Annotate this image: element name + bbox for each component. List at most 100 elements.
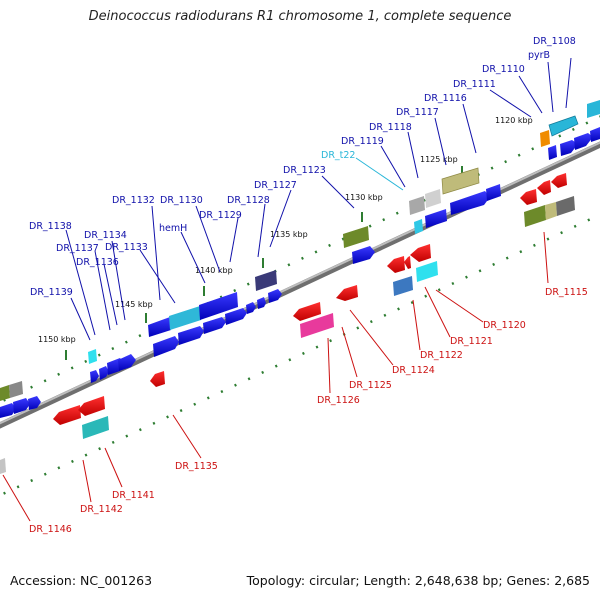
gene-arrow [28, 396, 41, 410]
gene-arrow [293, 302, 321, 321]
kbp-marker: 1125 kbp [420, 155, 458, 164]
gene-label: DR_1127 [254, 180, 297, 191]
gene-arrow [486, 184, 501, 201]
forward-gene-labels: DR_1108 pyrB DR_1110 DR_1111 DR_1116 DR_… [29, 36, 576, 298]
kbp-marker: 1135 kbp [270, 230, 308, 239]
gene-arrow [178, 326, 204, 345]
forward-genes [0, 100, 600, 418]
gene-label: DR_1128 [227, 195, 270, 206]
gene-arrow [414, 219, 423, 234]
gene-arrow [255, 270, 277, 291]
gene-label: DR_1117 [396, 107, 439, 118]
kbp-marker: 1145 kbp [115, 300, 153, 309]
kbp-marker: 1120 kbp [495, 116, 533, 125]
gene-arrow [336, 285, 358, 301]
gene-label: DR_1129 [199, 210, 242, 221]
gene-arrow [78, 396, 105, 416]
gene-arrow [425, 189, 441, 208]
gene-arrow [410, 244, 431, 262]
gene-arrow [169, 306, 201, 330]
gene-arrow [551, 173, 567, 188]
gene-label: DR_1138 [29, 221, 72, 232]
gene-arrow [0, 385, 10, 401]
gene-arrow [268, 289, 282, 303]
gene-arrow [587, 100, 600, 118]
gene-label: DR_1122 [420, 350, 463, 361]
gene-label: hemH [159, 223, 187, 234]
gene-arrow [450, 191, 490, 215]
gene-arrow [416, 261, 438, 282]
gene-label: DR_1115 [545, 287, 588, 298]
gene-arrow [520, 189, 537, 205]
gene-label: DR_1126 [317, 395, 360, 406]
gene-label: DR_1146 [29, 524, 72, 535]
rna-leader-line [355, 157, 404, 191]
gene-arrow [225, 308, 247, 325]
gene-label: DR_1108 [533, 36, 576, 47]
scale-track-inner [0, 213, 600, 497]
reverse-leader-lines [2, 231, 549, 522]
gene-arrow [203, 317, 226, 334]
gene-label: DR_1110 [482, 64, 525, 75]
gene-label: DR_1136 [76, 257, 119, 268]
gene-label: DR_1141 [112, 490, 155, 501]
gene-arrow [0, 458, 6, 474]
gene-arrow [13, 398, 30, 414]
gene-label: DR_1119 [341, 136, 384, 147]
kbp-markers: 1120 kbp 1125 kbp 1130 kbp 1135 kbp 1140… [38, 116, 560, 360]
gene-arrow [150, 371, 165, 387]
gene-arrow [387, 256, 405, 273]
gene-arrow [148, 317, 171, 337]
gene-arrow [82, 416, 109, 439]
gene-arrow [9, 381, 23, 398]
gene-arrow [540, 130, 550, 147]
gene-arrow [246, 302, 256, 314]
gene-arrow [53, 405, 81, 425]
gene-arrow [441, 167, 480, 195]
gene-label: DR_1125 [349, 380, 392, 391]
gene-arrow [404, 256, 411, 269]
gene-arrow [199, 292, 238, 320]
gene-label: DR_1118 [369, 122, 412, 133]
gene-arrow [548, 145, 557, 160]
gene-label: DR_1123 [283, 165, 326, 176]
forward-leader-lines [65, 57, 572, 341]
gene-arrow [425, 209, 447, 228]
gene-arrow [352, 246, 375, 264]
gene-label: DR_1134 [84, 230, 127, 241]
gene-arrow [393, 276, 413, 296]
gene-label: DR_1124 [392, 365, 435, 376]
gene-arrow [537, 180, 551, 195]
chromosome-backbone [0, 141, 600, 429]
gene-label: DR_1133 [105, 242, 148, 253]
gene-label: DR_1135 [175, 461, 218, 472]
gene-arrow [548, 115, 579, 137]
gene-arrow [343, 226, 369, 248]
genome-summary-text: Topology: circular; Length: 2,648,638 bp… [246, 573, 590, 588]
gene-label: DR_t22 [321, 150, 355, 161]
gene-label: DR_1111 [453, 79, 496, 90]
gene-arrow [560, 140, 578, 156]
gene-label: DR_1120 [483, 320, 526, 331]
gene-label: DR_1121 [450, 336, 493, 347]
gene-label: DR_1132 [112, 195, 155, 206]
kbp-marker: 1140 kbp [195, 266, 233, 275]
map-title: Deinococcus radiodurans R1 chromosome 1,… [88, 9, 512, 24]
gene-arrow [545, 202, 557, 220]
gene-arrow [118, 354, 136, 371]
gene-label: DR_1130 [160, 195, 203, 206]
gene-arrow [409, 196, 425, 215]
gene-arrow [153, 336, 179, 357]
gene-arrow [88, 349, 97, 364]
kbp-marker: 1150 kbp [38, 335, 76, 344]
gene-arrow [90, 370, 99, 383]
gene-arrow [590, 127, 600, 142]
gene-arrow [574, 133, 593, 150]
accession-text: Accession: NC_001263 [10, 573, 153, 588]
gene-arrow [257, 297, 266, 309]
gene-label: pyrB [528, 50, 550, 61]
reverse-gene-labels: DR_1115 DR_1120 DR_1121 DR_1122 DR_1124 … [29, 287, 588, 535]
gene-label: DR_1137 [56, 243, 99, 254]
kbp-marker: 1130 kbp [345, 193, 383, 202]
